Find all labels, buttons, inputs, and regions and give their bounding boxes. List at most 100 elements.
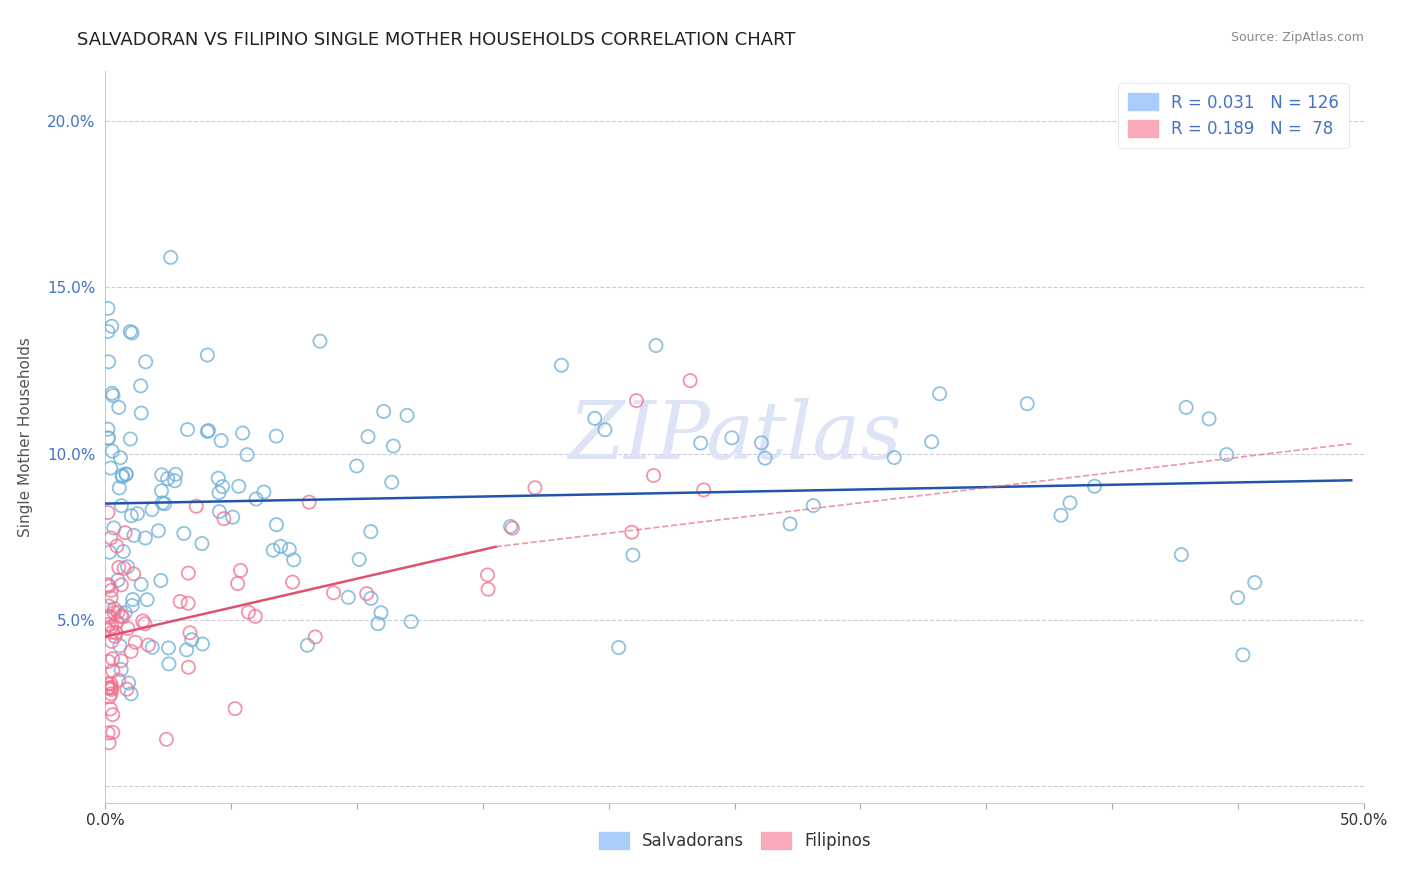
Point — [97, 431, 120, 445]
Point — [278, 542, 301, 557]
Point — [679, 374, 702, 388]
Point — [136, 638, 159, 652]
Point — [207, 471, 229, 485]
Point — [120, 508, 142, 523]
Point — [212, 511, 235, 525]
Point — [117, 676, 139, 690]
Point — [583, 411, 606, 425]
Point — [122, 528, 145, 542]
Point — [1059, 496, 1081, 510]
Point — [107, 605, 129, 619]
Point — [97, 655, 120, 669]
Point — [107, 673, 129, 687]
Point — [105, 625, 128, 640]
Point — [176, 423, 198, 437]
Point — [180, 632, 202, 647]
Point — [97, 681, 120, 696]
Point — [115, 682, 138, 697]
Point — [298, 495, 321, 509]
Point — [1083, 479, 1105, 493]
Y-axis label: Single Mother Households: Single Mother Households — [18, 337, 34, 537]
Point — [309, 334, 332, 349]
Point — [107, 574, 129, 588]
Point — [1175, 401, 1198, 415]
Point — [103, 606, 125, 620]
Point — [501, 521, 523, 535]
Point — [120, 687, 142, 701]
Point — [141, 502, 163, 516]
Point — [100, 681, 122, 695]
Point — [100, 687, 122, 701]
Point — [883, 450, 905, 465]
Point — [97, 506, 120, 520]
Point — [1232, 648, 1254, 662]
Point — [211, 480, 233, 494]
Point — [111, 468, 134, 483]
Point — [1170, 548, 1192, 562]
Point — [110, 499, 132, 513]
Point — [98, 610, 121, 624]
Point — [357, 430, 380, 444]
Point — [100, 682, 122, 697]
Point — [101, 664, 124, 678]
Point — [115, 467, 138, 481]
Point — [111, 610, 134, 624]
Point — [134, 531, 156, 545]
Point — [101, 386, 124, 401]
Point — [121, 592, 143, 607]
Point — [399, 615, 422, 629]
Point — [120, 644, 142, 658]
Point — [98, 736, 121, 750]
Point — [550, 358, 572, 372]
Point — [105, 539, 128, 553]
Point — [643, 468, 665, 483]
Point — [112, 561, 135, 575]
Point — [97, 609, 120, 624]
Point — [245, 609, 267, 624]
Point — [173, 526, 195, 541]
Point — [108, 639, 131, 653]
Point — [236, 448, 259, 462]
Point — [262, 543, 284, 558]
Point — [163, 474, 186, 488]
Point — [150, 467, 173, 482]
Point — [111, 470, 134, 484]
Point — [208, 505, 231, 519]
Point — [97, 579, 120, 593]
Point — [114, 525, 136, 540]
Point — [135, 355, 157, 369]
Point — [266, 517, 288, 532]
Point — [127, 507, 149, 521]
Point — [238, 605, 260, 619]
Point — [264, 429, 287, 443]
Point — [396, 409, 419, 423]
Point — [176, 643, 198, 657]
Point — [100, 634, 122, 648]
Point — [101, 651, 124, 665]
Point — [97, 355, 120, 369]
Point — [110, 663, 132, 677]
Point — [100, 677, 122, 691]
Point — [120, 432, 142, 446]
Point — [100, 583, 122, 598]
Point — [197, 348, 219, 362]
Point — [801, 499, 824, 513]
Point — [177, 660, 200, 674]
Point — [104, 630, 127, 644]
Point — [191, 637, 214, 651]
Point — [179, 625, 201, 640]
Point — [621, 548, 644, 562]
Point — [720, 431, 742, 445]
Point — [157, 640, 180, 655]
Point — [337, 591, 360, 605]
Point — [153, 497, 176, 511]
Point — [224, 701, 246, 715]
Point — [169, 594, 191, 608]
Point — [360, 524, 382, 539]
Point — [97, 617, 120, 632]
Point — [381, 475, 404, 490]
Point — [779, 516, 801, 531]
Point — [121, 326, 143, 340]
Point — [117, 559, 139, 574]
Point — [98, 702, 121, 716]
